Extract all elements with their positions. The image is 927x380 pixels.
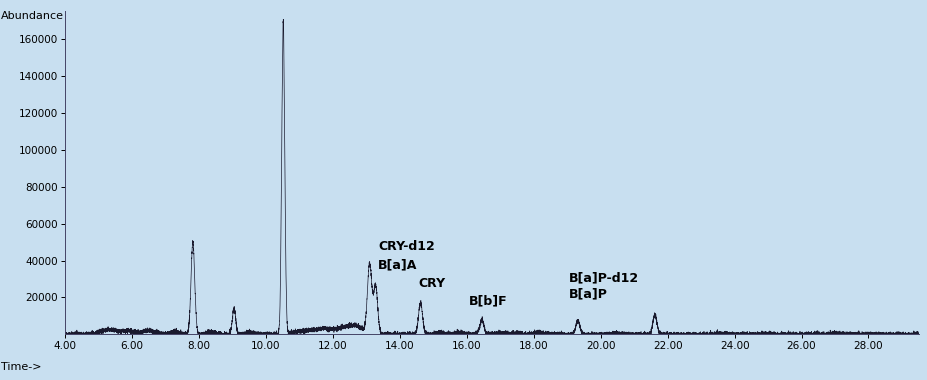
Text: Abundance: Abundance [1,11,64,21]
Text: B[a]P: B[a]P [568,287,607,300]
Text: Time->: Time-> [1,363,42,372]
Text: CRY-d12: CRY-d12 [377,240,434,253]
Text: B[b]F: B[b]F [468,294,506,308]
Text: B[a]A: B[a]A [377,259,417,272]
Text: CRY: CRY [418,277,445,290]
Text: B[a]P-d12: B[a]P-d12 [568,272,639,285]
